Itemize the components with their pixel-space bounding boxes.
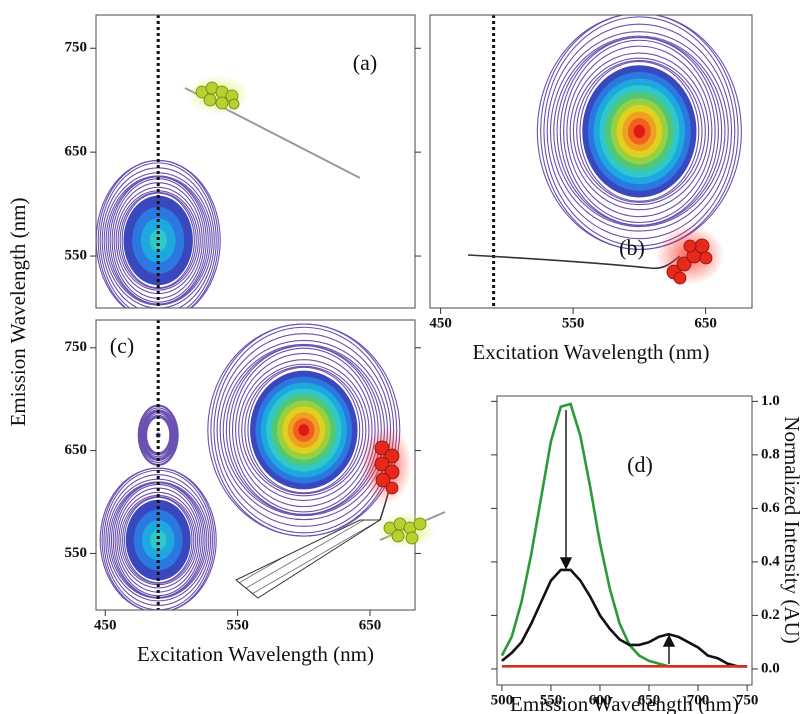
contour-ring — [99, 162, 217, 308]
contour-ring — [543, 16, 736, 247]
y-tick-label: 0.6 — [761, 500, 780, 516]
contour-ring — [238, 359, 370, 501]
y-tick-label: 650 — [65, 144, 88, 160]
panel: 450 550 650 Excitation Wavelength (nm) (b) — [429, 14, 753, 364]
plot-area — [492, 15, 742, 308]
series-line — [500, 402, 748, 668]
plot-frame — [95, 319, 416, 611]
x-tick-label: 450 — [429, 315, 452, 331]
y-tick-label: 750 — [65, 339, 88, 355]
contour-ring — [576, 59, 703, 203]
contour-ring — [241, 363, 367, 497]
x-tick-label: 650 — [359, 617, 382, 633]
peak — [301, 427, 307, 433]
contour-ring — [139, 407, 177, 463]
series-line — [501, 568, 748, 668]
y-tick-label: 0.2 — [761, 607, 780, 623]
contour-ring — [123, 496, 193, 584]
contour-ring — [143, 412, 173, 458]
contour-ring — [118, 491, 199, 589]
x-axis-label: Excitation Wavelength (nm) — [472, 340, 709, 364]
x-tick-label: 600 — [589, 692, 612, 708]
peak — [636, 128, 642, 134]
contour-ring — [119, 191, 197, 290]
x-tick-label: 450 — [94, 617, 117, 633]
contour-ring — [144, 414, 173, 456]
x-tick-label: 550 — [540, 692, 563, 708]
y-tick-label: 550 — [65, 545, 88, 561]
plot-frame — [429, 14, 753, 309]
contour-ring — [559, 36, 719, 226]
contour-ring — [235, 352, 373, 508]
contour-ring — [553, 35, 726, 228]
plot-frame — [95, 14, 416, 309]
panels: 550 650 750 (a) 450 550 650 Excitation Waveleng… — [6, 14, 802, 714]
x-tick-label: 650 — [638, 692, 661, 708]
plot-area — [99, 320, 401, 610]
y-tick-label: 0.8 — [761, 446, 780, 462]
y-tick-label: 0.0 — [761, 660, 780, 676]
contour-ring — [244, 365, 364, 495]
panel-label: (d) — [627, 452, 653, 477]
plot-area — [500, 402, 748, 668]
contour-ring — [101, 467, 215, 610]
plot-frame — [496, 395, 753, 686]
y-tick-label: 0.4 — [761, 553, 780, 569]
y-tick-label: 750 — [65, 40, 88, 56]
contour-ring — [566, 45, 713, 218]
x-tick-label: 500 — [491, 692, 514, 708]
contour-ring — [105, 474, 212, 607]
x-tick-label: 700 — [687, 692, 710, 708]
panel-label: (a) — [353, 50, 377, 75]
x-tick-label: 650 — [694, 315, 717, 331]
molecule-decor — [184, 75, 724, 599]
y-tick-label: 650 — [65, 442, 88, 458]
change-arrows — [559, 410, 676, 664]
panel: 0.0 0.2 0.4 0.6 0.8 1.0 500 550 600 650 700 750Emis… — [491, 393, 802, 714]
x-axis-label: Excitation Wavelength (nm) — [137, 642, 374, 666]
panel: 550 650 750 450 550 650 Excitation Wavelength … — [6, 198, 421, 666]
y-tick-label: 550 — [65, 247, 88, 263]
y-axis-label: Emission Wavelength (nm) — [6, 198, 30, 427]
x-tick-label: 550 — [226, 617, 249, 633]
y-axis-label: Normalized Intensity (AU) — [780, 416, 802, 643]
contour-ring — [572, 57, 706, 206]
contour-ring — [563, 39, 716, 224]
contour-ring — [540, 15, 739, 250]
panel-label: (b) — [619, 235, 645, 260]
x-axis-label: Emission Wavelength (nm) — [510, 692, 739, 714]
contour-ring — [569, 52, 710, 211]
contour-ring — [546, 23, 733, 240]
x-tick-label: 750 — [736, 692, 759, 708]
plot-area — [96, 15, 221, 308]
contour-ring — [549, 31, 729, 232]
panel-label: (c) — [110, 333, 134, 358]
y-tick-label: 1.0 — [761, 393, 780, 409]
contour-ring — [247, 366, 361, 494]
contour-ring — [107, 478, 210, 602]
contour-ring — [579, 60, 700, 202]
x-tick-label: 550 — [562, 315, 585, 331]
panel: 550 650 750 (a) — [65, 14, 421, 309]
